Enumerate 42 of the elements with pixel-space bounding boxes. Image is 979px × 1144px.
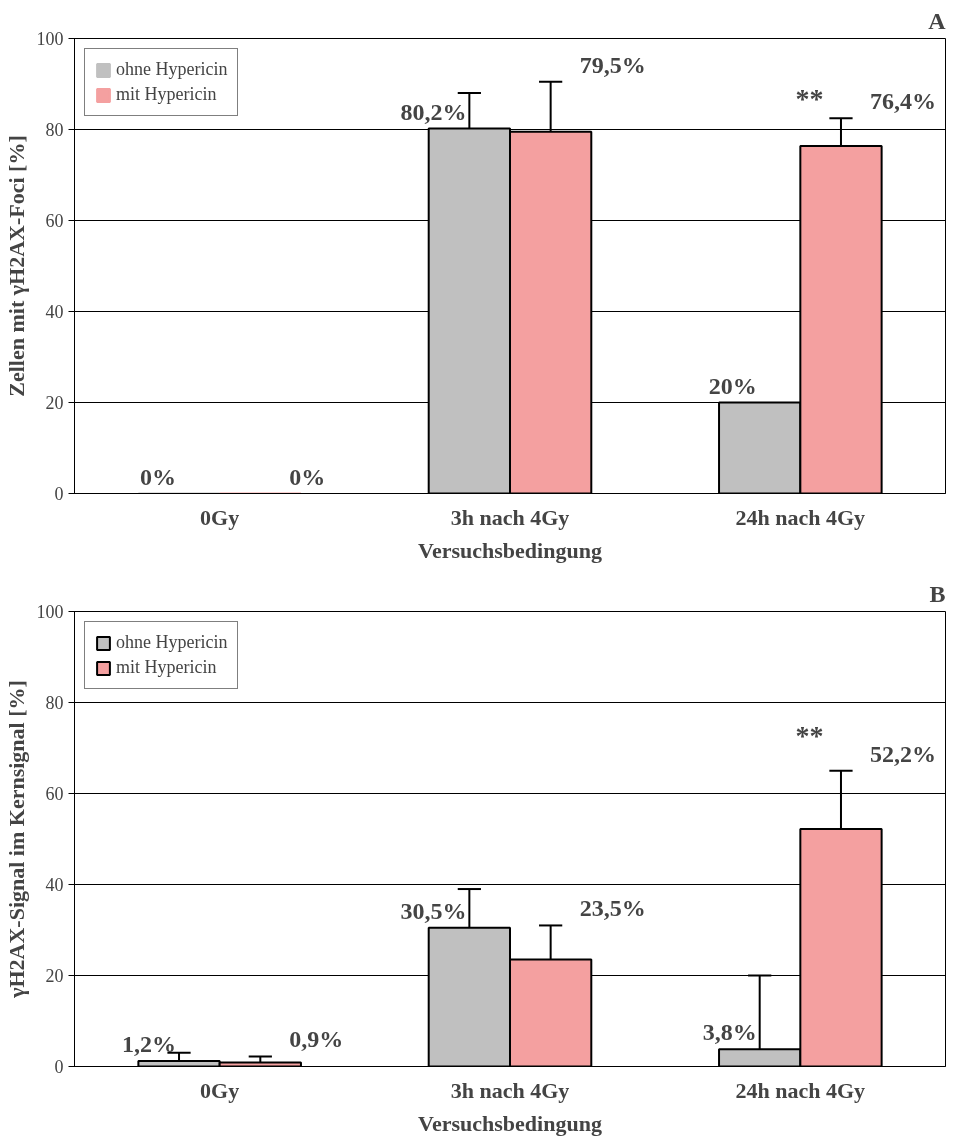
x-tick-label: 24h nach 4Gy: [735, 504, 866, 530]
y-tick-label: 100: [36, 602, 64, 622]
data-label: 23,5%: [579, 895, 646, 922]
annotation: **: [795, 83, 824, 115]
y-tick-label: 40: [45, 875, 64, 895]
data-label: 0%: [289, 463, 326, 490]
x-tick-label: 0Gy: [200, 1077, 240, 1103]
x-axis-title: Versuchsbedingung: [418, 1110, 602, 1136]
y-axis-title: γH2AX-Signal im Kernsignal [%]: [3, 680, 29, 999]
y-tick-label: 0: [54, 1057, 64, 1077]
data-label: 20%: [708, 372, 757, 399]
x-tick-label: 24h nach 4Gy: [735, 1077, 866, 1103]
y-axis-title: Zellen mit γH2AX-Foci [%]: [3, 135, 29, 397]
data-label: 0%: [140, 463, 177, 490]
legend-label: ohne Hypericin: [116, 59, 228, 80]
data-label: 76,4%: [870, 88, 937, 115]
y-tick-label: 60: [45, 211, 64, 231]
y-tick-label: 20: [45, 966, 64, 986]
y-tick-label: 100: [36, 29, 64, 49]
x-tick-label: 3h nach 4Gy: [450, 504, 570, 530]
y-tick-label: 0: [54, 484, 64, 504]
chart-title: B: [929, 580, 946, 607]
y-tick-label: 60: [45, 784, 64, 804]
x-tick-label: 3h nach 4Gy: [450, 1077, 570, 1103]
data-label: 0,9%: [289, 1026, 344, 1053]
data-label: 80,2%: [400, 98, 467, 125]
legend-label: ohne Hypericin: [116, 632, 228, 653]
data-label: 3,8%: [702, 1019, 757, 1046]
data-label: 1,2%: [122, 1031, 177, 1058]
legend-label: mit Hypericin: [116, 84, 217, 105]
y-tick-label: 20: [45, 393, 64, 413]
legend-label: mit Hypericin: [116, 657, 217, 678]
x-tick-label: 0Gy: [200, 504, 240, 530]
data-label: 30,5%: [400, 897, 467, 924]
y-tick-label: 80: [45, 693, 64, 713]
y-tick-label: 80: [45, 120, 64, 140]
data-label: 52,2%: [870, 740, 937, 767]
x-axis-title: Versuchsbedingung: [418, 537, 602, 563]
annotation: **: [795, 720, 824, 752]
data-label: 79,5%: [579, 51, 646, 78]
chart-title: A: [928, 7, 947, 34]
y-tick-label: 40: [45, 302, 64, 322]
